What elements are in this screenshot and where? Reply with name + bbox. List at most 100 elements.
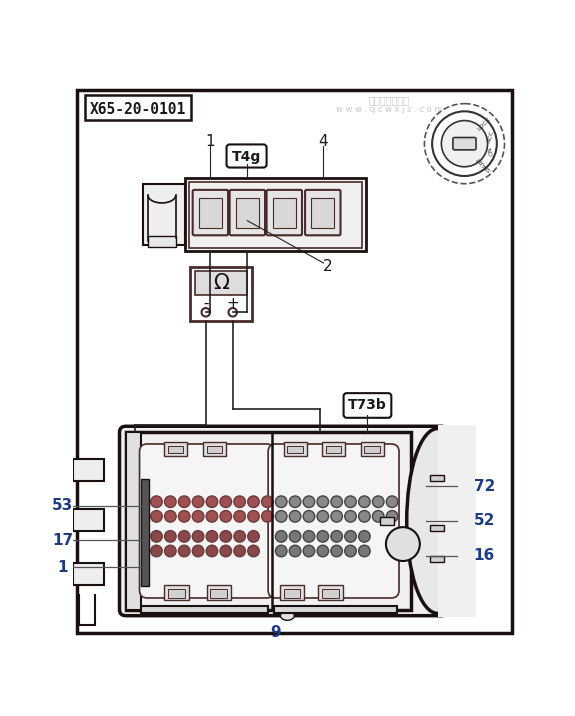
Circle shape (386, 527, 420, 561)
Bar (74, 563, 104, 585)
Circle shape (206, 511, 218, 522)
Bar (168, 589, 185, 598)
Circle shape (206, 496, 218, 508)
Bar (430, 525, 444, 531)
Text: w w w . q c w x j s . c o m: w w w . q c w x j s . c o m (336, 105, 442, 114)
Bar (202, 442, 226, 455)
Text: 汽车维修技术网: 汽车维修技术网 (369, 95, 409, 105)
Text: 9: 9 (270, 625, 281, 640)
Circle shape (317, 531, 328, 542)
Circle shape (234, 496, 246, 508)
Bar (206, 585, 231, 600)
Bar (322, 589, 339, 598)
Bar (365, 445, 380, 453)
Circle shape (151, 545, 162, 557)
Bar (430, 556, 444, 562)
FancyBboxPatch shape (229, 190, 265, 236)
Bar (279, 585, 304, 600)
Text: 53: 53 (52, 498, 73, 513)
Bar (85, 95, 191, 120)
Ellipse shape (407, 429, 468, 614)
Bar (430, 475, 444, 481)
Circle shape (151, 531, 162, 542)
Text: ON: ON (488, 145, 495, 156)
Bar (185, 178, 366, 251)
Text: 72: 72 (474, 479, 495, 494)
Circle shape (317, 496, 328, 508)
Circle shape (192, 545, 204, 557)
Ellipse shape (281, 611, 294, 620)
Circle shape (234, 531, 246, 542)
Circle shape (275, 545, 287, 557)
Circle shape (345, 511, 356, 522)
Circle shape (359, 545, 370, 557)
Circle shape (345, 545, 356, 557)
Bar (164, 585, 189, 600)
Circle shape (317, 511, 328, 522)
Bar (168, 445, 183, 453)
Text: 1: 1 (205, 134, 215, 149)
Circle shape (303, 511, 315, 522)
FancyBboxPatch shape (193, 190, 228, 236)
Bar (288, 445, 303, 453)
Circle shape (192, 496, 204, 508)
Circle shape (331, 531, 343, 542)
Circle shape (201, 308, 210, 316)
Circle shape (178, 545, 190, 557)
Text: X65-20-0101: X65-20-0101 (90, 102, 186, 117)
Text: 1: 1 (58, 560, 68, 575)
Circle shape (331, 511, 343, 522)
Bar (361, 442, 384, 455)
Bar (148, 236, 176, 247)
Circle shape (386, 496, 398, 508)
Circle shape (289, 531, 301, 542)
Circle shape (275, 496, 287, 508)
Circle shape (262, 496, 273, 508)
Circle shape (262, 511, 273, 522)
Text: 17: 17 (52, 533, 73, 548)
Text: 52: 52 (474, 513, 495, 528)
Circle shape (206, 531, 218, 542)
Text: 2: 2 (323, 259, 332, 274)
Circle shape (178, 511, 190, 522)
Bar (74, 460, 104, 481)
Circle shape (164, 545, 176, 557)
Circle shape (303, 496, 315, 508)
Bar (210, 589, 227, 598)
Circle shape (164, 531, 176, 542)
Circle shape (178, 531, 190, 542)
Bar (189, 182, 362, 248)
Bar (143, 185, 185, 246)
Circle shape (345, 531, 356, 542)
Circle shape (220, 545, 232, 557)
Bar (199, 198, 222, 228)
Bar (74, 509, 104, 531)
Bar (126, 432, 141, 609)
FancyBboxPatch shape (267, 190, 302, 236)
Circle shape (248, 531, 259, 542)
Circle shape (151, 511, 162, 522)
Circle shape (331, 496, 343, 508)
Text: START: START (476, 155, 493, 172)
Circle shape (317, 545, 328, 557)
Circle shape (275, 511, 287, 522)
FancyBboxPatch shape (140, 444, 274, 598)
Bar (326, 445, 342, 453)
Bar (190, 267, 252, 321)
Text: +: + (227, 296, 239, 311)
Circle shape (289, 496, 301, 508)
Bar (126, 432, 411, 609)
FancyBboxPatch shape (305, 190, 340, 236)
Text: -: - (203, 296, 209, 311)
Circle shape (373, 511, 384, 522)
Bar (164, 442, 187, 455)
Bar (438, 425, 476, 617)
Text: LOCK: LOCK (476, 117, 492, 132)
Circle shape (424, 104, 504, 184)
Circle shape (289, 545, 301, 557)
Circle shape (373, 496, 384, 508)
Bar (195, 271, 247, 296)
Circle shape (303, 545, 315, 557)
Circle shape (248, 545, 259, 557)
Bar (283, 589, 301, 598)
